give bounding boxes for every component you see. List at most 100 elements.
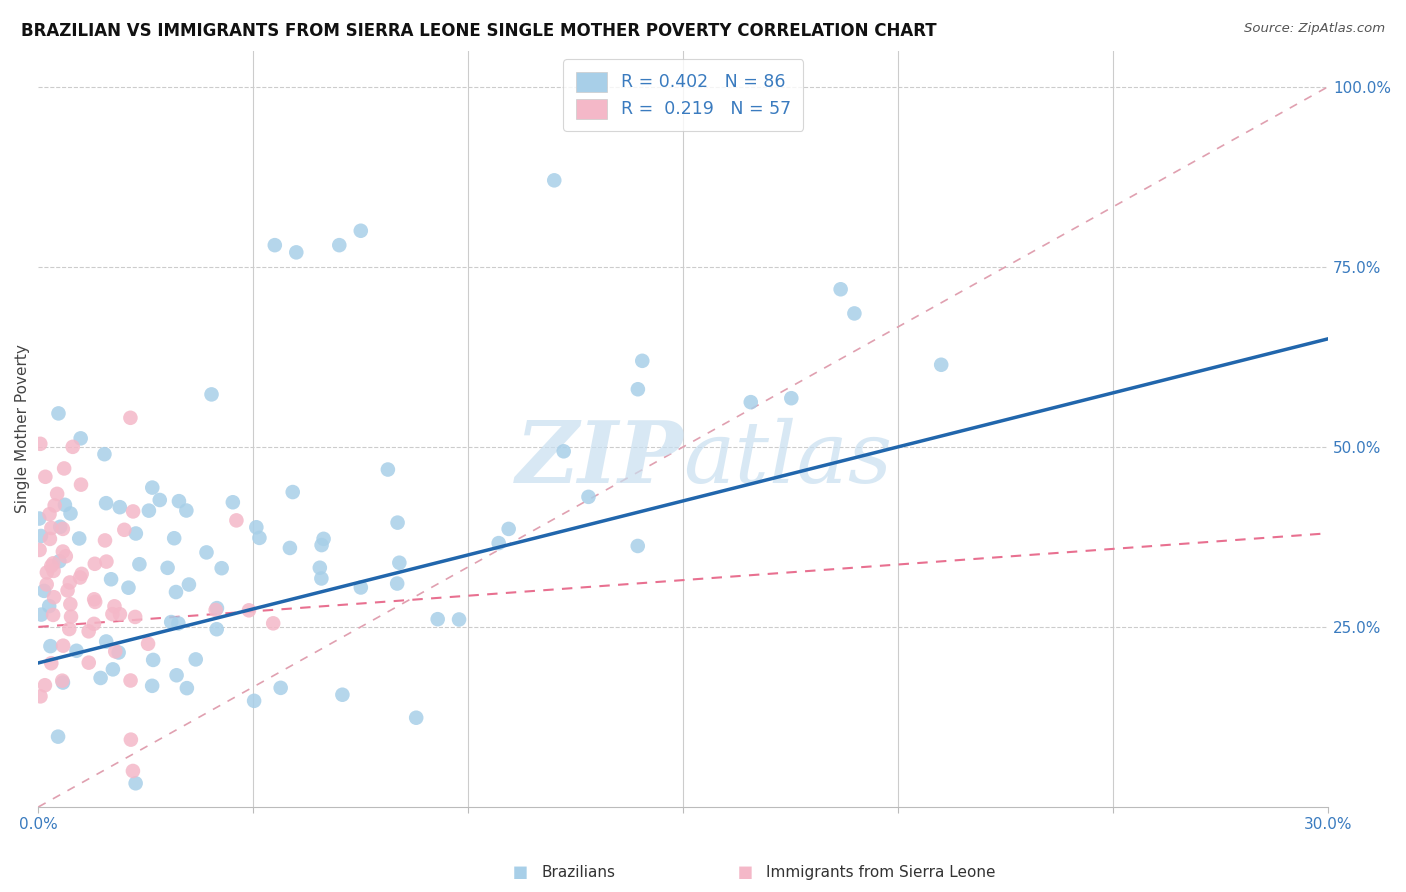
Point bbox=[278, 541, 301, 555]
Point bbox=[104, 644, 127, 658]
Point bbox=[136, 637, 159, 651]
Point bbox=[160, 615, 183, 629]
Point bbox=[249, 531, 271, 545]
Point bbox=[30, 529, 52, 543]
Point bbox=[30, 607, 52, 622]
Point bbox=[96, 555, 118, 569]
Point bbox=[263, 238, 285, 252]
Point bbox=[426, 612, 449, 626]
Point bbox=[308, 560, 330, 574]
Point bbox=[28, 511, 51, 525]
Y-axis label: Single Mother Poverty: Single Mother Poverty bbox=[15, 344, 30, 513]
Point bbox=[59, 597, 82, 611]
Point bbox=[101, 607, 124, 621]
Point bbox=[70, 477, 93, 491]
Point bbox=[243, 694, 266, 708]
Text: Source: ZipAtlas.com: Source: ZipAtlas.com bbox=[1244, 22, 1385, 36]
Point bbox=[204, 603, 226, 617]
Point bbox=[120, 673, 142, 688]
Point bbox=[44, 499, 66, 513]
Point bbox=[83, 592, 105, 607]
Point bbox=[42, 591, 65, 605]
Point bbox=[740, 395, 762, 409]
Point bbox=[34, 470, 56, 484]
Point bbox=[830, 282, 852, 296]
Point bbox=[166, 668, 188, 682]
Point bbox=[498, 522, 520, 536]
Text: Brazilians: Brazilians bbox=[541, 865, 616, 880]
Text: ▪: ▪ bbox=[737, 861, 754, 884]
Point bbox=[60, 609, 83, 624]
Point bbox=[122, 504, 145, 518]
Point bbox=[578, 490, 600, 504]
Point bbox=[59, 507, 82, 521]
Point bbox=[52, 639, 75, 653]
Point bbox=[28, 543, 51, 558]
Point bbox=[141, 481, 163, 495]
Point bbox=[53, 461, 76, 475]
Point bbox=[167, 494, 190, 508]
Point bbox=[281, 485, 304, 500]
Point bbox=[142, 653, 165, 667]
Point bbox=[41, 521, 63, 535]
Point bbox=[94, 496, 117, 510]
Point bbox=[222, 495, 245, 509]
Point bbox=[311, 538, 333, 552]
Point bbox=[69, 570, 91, 584]
Point bbox=[125, 526, 148, 541]
Point bbox=[195, 545, 218, 559]
Point bbox=[184, 652, 207, 666]
Point bbox=[929, 358, 952, 372]
Point bbox=[176, 503, 198, 517]
Point bbox=[211, 561, 233, 575]
Point bbox=[388, 556, 411, 570]
Point bbox=[627, 382, 650, 396]
Point bbox=[46, 730, 69, 744]
Point bbox=[96, 634, 118, 648]
Point bbox=[200, 387, 222, 401]
Point bbox=[83, 557, 105, 571]
Point bbox=[553, 444, 575, 458]
Point bbox=[138, 503, 160, 517]
Point bbox=[103, 599, 125, 614]
Point bbox=[38, 507, 60, 521]
Point bbox=[124, 776, 146, 790]
Point bbox=[405, 711, 427, 725]
Point bbox=[112, 523, 135, 537]
Text: atlas: atlas bbox=[683, 417, 893, 500]
Point bbox=[177, 577, 200, 591]
Point bbox=[107, 646, 129, 660]
Point bbox=[262, 616, 284, 631]
Point bbox=[70, 566, 93, 581]
Point bbox=[449, 612, 471, 626]
Point bbox=[385, 576, 408, 591]
Point bbox=[56, 583, 79, 598]
Point bbox=[128, 558, 150, 572]
Point bbox=[156, 561, 179, 575]
Point bbox=[39, 657, 62, 671]
Point bbox=[65, 644, 87, 658]
Point bbox=[51, 673, 73, 688]
Point bbox=[387, 516, 409, 530]
Point bbox=[328, 238, 350, 252]
Point bbox=[39, 532, 62, 546]
Point bbox=[42, 557, 65, 571]
Point bbox=[48, 554, 70, 568]
Point bbox=[488, 536, 510, 550]
Point bbox=[149, 493, 172, 508]
Point bbox=[285, 245, 308, 260]
Point bbox=[101, 662, 124, 676]
Point bbox=[205, 622, 228, 636]
Point bbox=[108, 500, 131, 515]
Point bbox=[42, 607, 65, 622]
Point bbox=[238, 603, 260, 617]
Point bbox=[163, 531, 186, 545]
Text: BRAZILIAN VS IMMIGRANTS FROM SIERRA LEONE SINGLE MOTHER POVERTY CORRELATION CHAR: BRAZILIAN VS IMMIGRANTS FROM SIERRA LEON… bbox=[21, 22, 936, 40]
Point bbox=[42, 564, 65, 578]
Point bbox=[34, 678, 56, 692]
Point bbox=[350, 581, 373, 595]
Point bbox=[543, 173, 565, 187]
Point bbox=[67, 532, 90, 546]
Point bbox=[108, 607, 131, 622]
Point bbox=[225, 513, 247, 527]
